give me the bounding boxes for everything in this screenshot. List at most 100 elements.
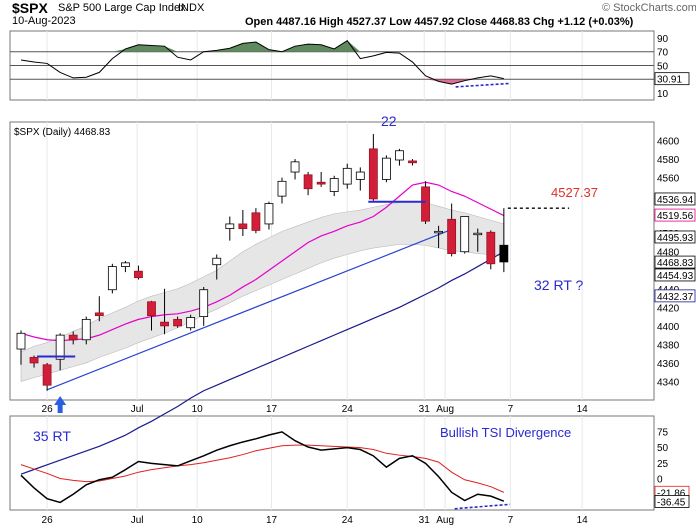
osc-y-tick: 10	[657, 89, 669, 100]
candlesticks	[16, 134, 509, 391]
main-panel-label: $SPX (Daily) 4468.83	[14, 127, 111, 138]
up-arrow-icon	[54, 396, 67, 413]
candle-body	[29, 356, 39, 364]
price-y-tick: 4580	[657, 155, 680, 166]
osc-y-tick: 90	[657, 34, 669, 45]
price-y-tick: 4360	[657, 359, 680, 370]
price-y-tick: 4340	[657, 377, 680, 388]
candle-body	[355, 171, 365, 180]
price-y-tick: 4420	[657, 303, 680, 314]
tsi-y-tick: 0	[657, 475, 663, 486]
price-label: 4536.94	[657, 195, 694, 206]
osc-y-tick: 70	[657, 48, 669, 59]
candle-body	[329, 178, 339, 192]
candle-body	[16, 332, 26, 350]
candle-body	[342, 167, 352, 185]
candle-body	[473, 232, 483, 236]
candle-body	[316, 181, 326, 185]
osc-y-tick: 50	[657, 62, 669, 73]
candle-body	[107, 266, 117, 291]
tsi-divergence-line	[454, 503, 510, 510]
candle-body	[186, 317, 196, 329]
x-tick-label: 17	[266, 404, 278, 415]
price-label: 4432.37	[657, 292, 694, 303]
osc-divergence-line	[455, 82, 510, 88]
x-tick-label: 31	[419, 404, 431, 415]
candle-body	[68, 334, 78, 341]
ohlc-readout: Open 4487.16 High 4527.37 Low 4457.92 Cl…	[245, 16, 634, 28]
osc-oversold-fill	[21, 79, 504, 85]
tsi-series	[20, 431, 505, 504]
candle-body	[212, 257, 222, 266]
target-price-label: 4527.37	[551, 185, 598, 200]
date-label: 10-Aug-2023	[12, 15, 76, 27]
rt-35-label: 35 RT	[33, 428, 71, 444]
x-tick-label: Jul	[131, 515, 144, 526]
candle-body	[42, 364, 52, 386]
candle-body	[147, 301, 156, 317]
candle-body	[94, 312, 104, 317]
price-label: 4519.56	[657, 211, 694, 222]
symbol-label: $SPX	[12, 0, 48, 16]
x-tick-label: 14	[577, 404, 589, 415]
candle-body	[238, 223, 248, 229]
osc-value-label: 30.91	[657, 75, 682, 86]
x-tick-label: 31	[419, 515, 431, 526]
tsi-line	[20, 431, 505, 504]
candle-body	[290, 161, 300, 173]
price-y-tick: 4480	[657, 248, 680, 259]
candle-body	[251, 212, 261, 231]
candle-body	[160, 321, 169, 327]
candle-body	[81, 318, 91, 341]
candle-body	[225, 223, 235, 229]
x-tick-label: 26	[42, 515, 54, 526]
price-y-tick: 4560	[657, 174, 680, 185]
price-label-box	[654, 289, 696, 303]
x-tick-label: 17	[266, 515, 278, 526]
x-tick-label: Aug	[436, 515, 454, 526]
tsi-divergence-label: Bullish TSI Divergence	[440, 425, 571, 440]
price-y-tick: 4600	[657, 137, 680, 148]
price-label-box	[654, 230, 696, 244]
tsi-panel	[9, 415, 655, 511]
ma-navy-line	[20, 251, 505, 475]
x-tick-label: 7	[508, 404, 514, 415]
candle-body	[381, 157, 391, 180]
price-panel	[9, 121, 655, 401]
candle-body	[277, 180, 287, 197]
candle-body	[434, 230, 444, 234]
trendline	[46, 228, 452, 391]
tsi-y-tick: 50	[657, 443, 669, 454]
tsi-value: -36.45	[657, 497, 686, 508]
tsi-value-box	[654, 495, 690, 508]
candle-body	[121, 262, 130, 267]
osc-line	[20, 39, 504, 85]
x-tick-label: Jul	[131, 404, 144, 415]
price-label: 4454.93	[657, 271, 694, 282]
annotations	[37, 82, 570, 510]
tsi-y-tick: 75	[657, 427, 669, 438]
gridlines	[10, 31, 654, 510]
price-label-box	[654, 255, 696, 269]
price-label-box	[654, 208, 696, 222]
x-tick-label: 10	[192, 404, 204, 415]
price-label-box	[654, 192, 696, 206]
candle-body	[395, 150, 404, 161]
rt-32-label: 32 RT ?	[534, 277, 584, 293]
price-label-box	[654, 268, 696, 282]
oscillator-series	[20, 39, 504, 85]
x-tick-label: 26	[42, 404, 54, 415]
x-tick-label: 24	[342, 404, 354, 415]
osc-value-box	[654, 72, 690, 86]
price-label: 4468.83	[657, 258, 694, 269]
candle-body	[408, 160, 417, 164]
tsi-signal-line	[20, 444, 505, 493]
price-band	[20, 181, 505, 475]
candle-body	[134, 270, 143, 279]
candle-body	[460, 216, 470, 253]
candle-body	[486, 231, 496, 265]
index-name: S&P 500 Large Cap Index	[58, 2, 186, 14]
candle-body	[264, 203, 274, 225]
count-22-label: 22	[381, 113, 397, 129]
